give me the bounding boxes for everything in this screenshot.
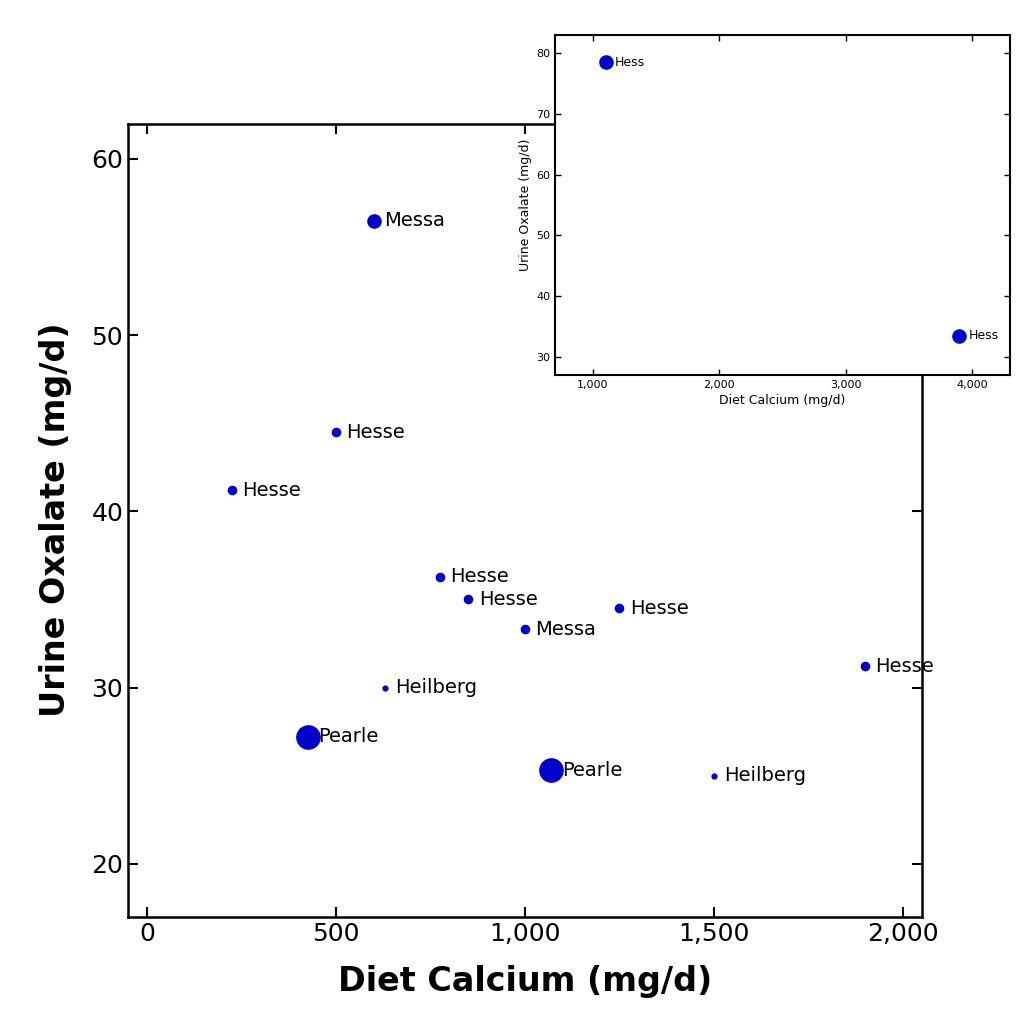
Point [611,600,628,617]
Point [460,591,476,608]
X-axis label: Diet Calcium (mg/d): Diet Calcium (mg/d) [719,394,846,407]
Point [366,212,382,229]
Text: Messa: Messa [536,620,596,639]
Point [377,680,393,696]
Y-axis label: Urine Oxalate (mg/d): Urine Oxalate (mg/d) [519,139,531,271]
Text: Hess: Hess [614,56,644,69]
Text: Messa: Messa [384,211,445,230]
Text: Hesse: Hesse [243,481,301,500]
Point [223,482,240,499]
Text: Hesse: Hesse [346,422,406,442]
Text: Hesse: Hesse [451,568,509,586]
Text: Heilberg: Heilberg [395,678,477,697]
Point [857,658,873,675]
Point [706,767,722,784]
Point [431,569,447,585]
X-axis label: Diet Calcium (mg/d): Diet Calcium (mg/d) [338,965,712,998]
Text: Heilberg: Heilberg [724,766,806,785]
Text: Hesse: Hesse [630,598,688,618]
Point [543,762,559,779]
Text: Pearle: Pearle [562,761,623,780]
Point [299,728,315,745]
Point [951,328,968,344]
Text: Hesse: Hesse [478,590,538,609]
Text: Pearle: Pearle [318,727,379,747]
Text: Hesse: Hesse [876,657,934,676]
Point [597,55,613,71]
Point [328,423,344,440]
Text: Hess: Hess [969,329,998,342]
Point [516,621,532,638]
Y-axis label: Urine Oxalate (mg/d): Urine Oxalate (mg/d) [39,322,72,718]
